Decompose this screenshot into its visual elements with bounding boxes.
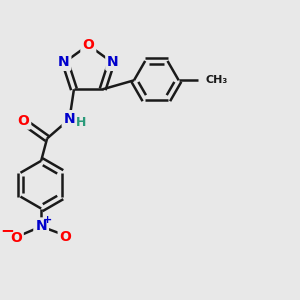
Text: O: O [10, 231, 22, 245]
Text: +: + [43, 215, 52, 225]
Text: N: N [58, 55, 69, 69]
Text: N: N [107, 55, 119, 69]
Text: H: H [76, 116, 86, 129]
Text: O: O [82, 38, 94, 52]
Text: N: N [64, 112, 75, 126]
Text: −: − [1, 221, 14, 239]
Text: N: N [35, 219, 47, 233]
Text: O: O [17, 114, 29, 128]
Text: CH₃: CH₃ [206, 75, 228, 85]
Text: O: O [60, 230, 71, 244]
